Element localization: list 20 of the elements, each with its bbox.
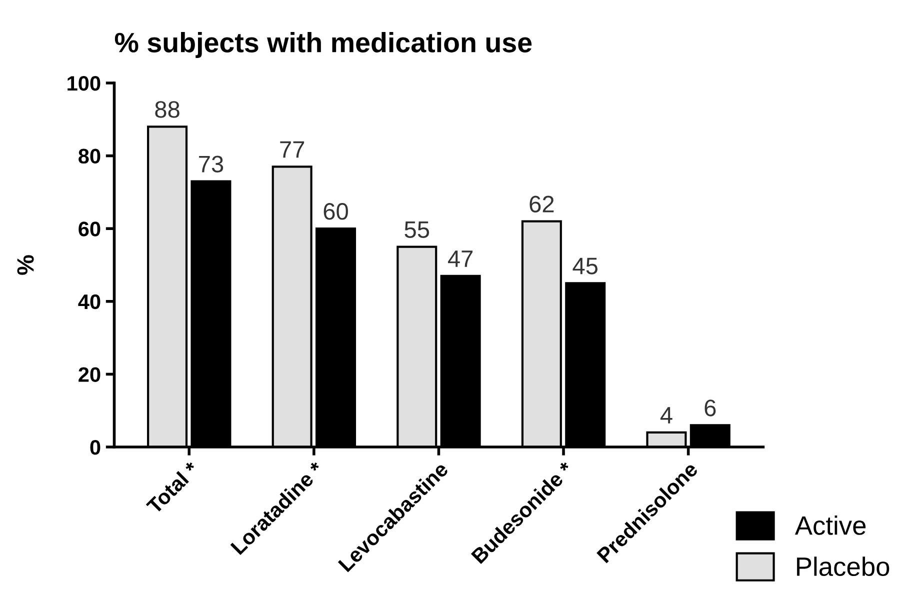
data-label: 47 — [448, 250, 473, 267]
data-label: 77 — [280, 141, 304, 158]
data-label: 60 — [324, 203, 348, 220]
y-tick-label: 20 — [78, 367, 100, 382]
data-label: 73 — [199, 156, 224, 172]
chart-title: % subjects with medication use — [114, 32, 532, 58]
legend-label: Active — [794, 516, 866, 535]
y-tick-label: 80 — [78, 148, 100, 164]
y-axis-title: % — [17, 255, 34, 275]
data-label: 4 — [660, 407, 672, 424]
data-label: 62 — [530, 196, 554, 212]
y-tick-label: 40 — [78, 294, 100, 310]
data-label: 45 — [572, 258, 598, 274]
data-label: 88 — [155, 101, 180, 118]
data-label: 6 — [704, 400, 716, 416]
y-tick-label: 60 — [78, 222, 100, 236]
legend-label: Placebo — [797, 556, 890, 576]
y-tick-label: 100 — [68, 76, 100, 91]
data-label: 55 — [404, 221, 430, 238]
y-tick-label: 0 — [90, 440, 100, 455]
